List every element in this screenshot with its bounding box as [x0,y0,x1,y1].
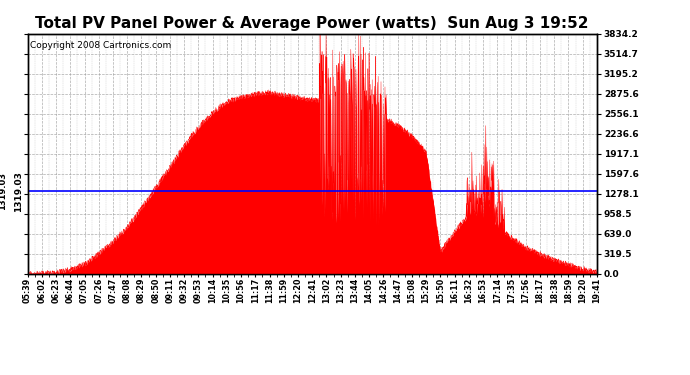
Title: Total PV Panel Power & Average Power (watts)  Sun Aug 3 19:52: Total PV Panel Power & Average Power (wa… [35,16,589,31]
Text: Copyright 2008 Cartronics.com: Copyright 2008 Cartronics.com [30,41,172,50]
Text: 1319.03: 1319.03 [14,171,23,211]
Text: 1319.03: 1319.03 [0,172,7,210]
